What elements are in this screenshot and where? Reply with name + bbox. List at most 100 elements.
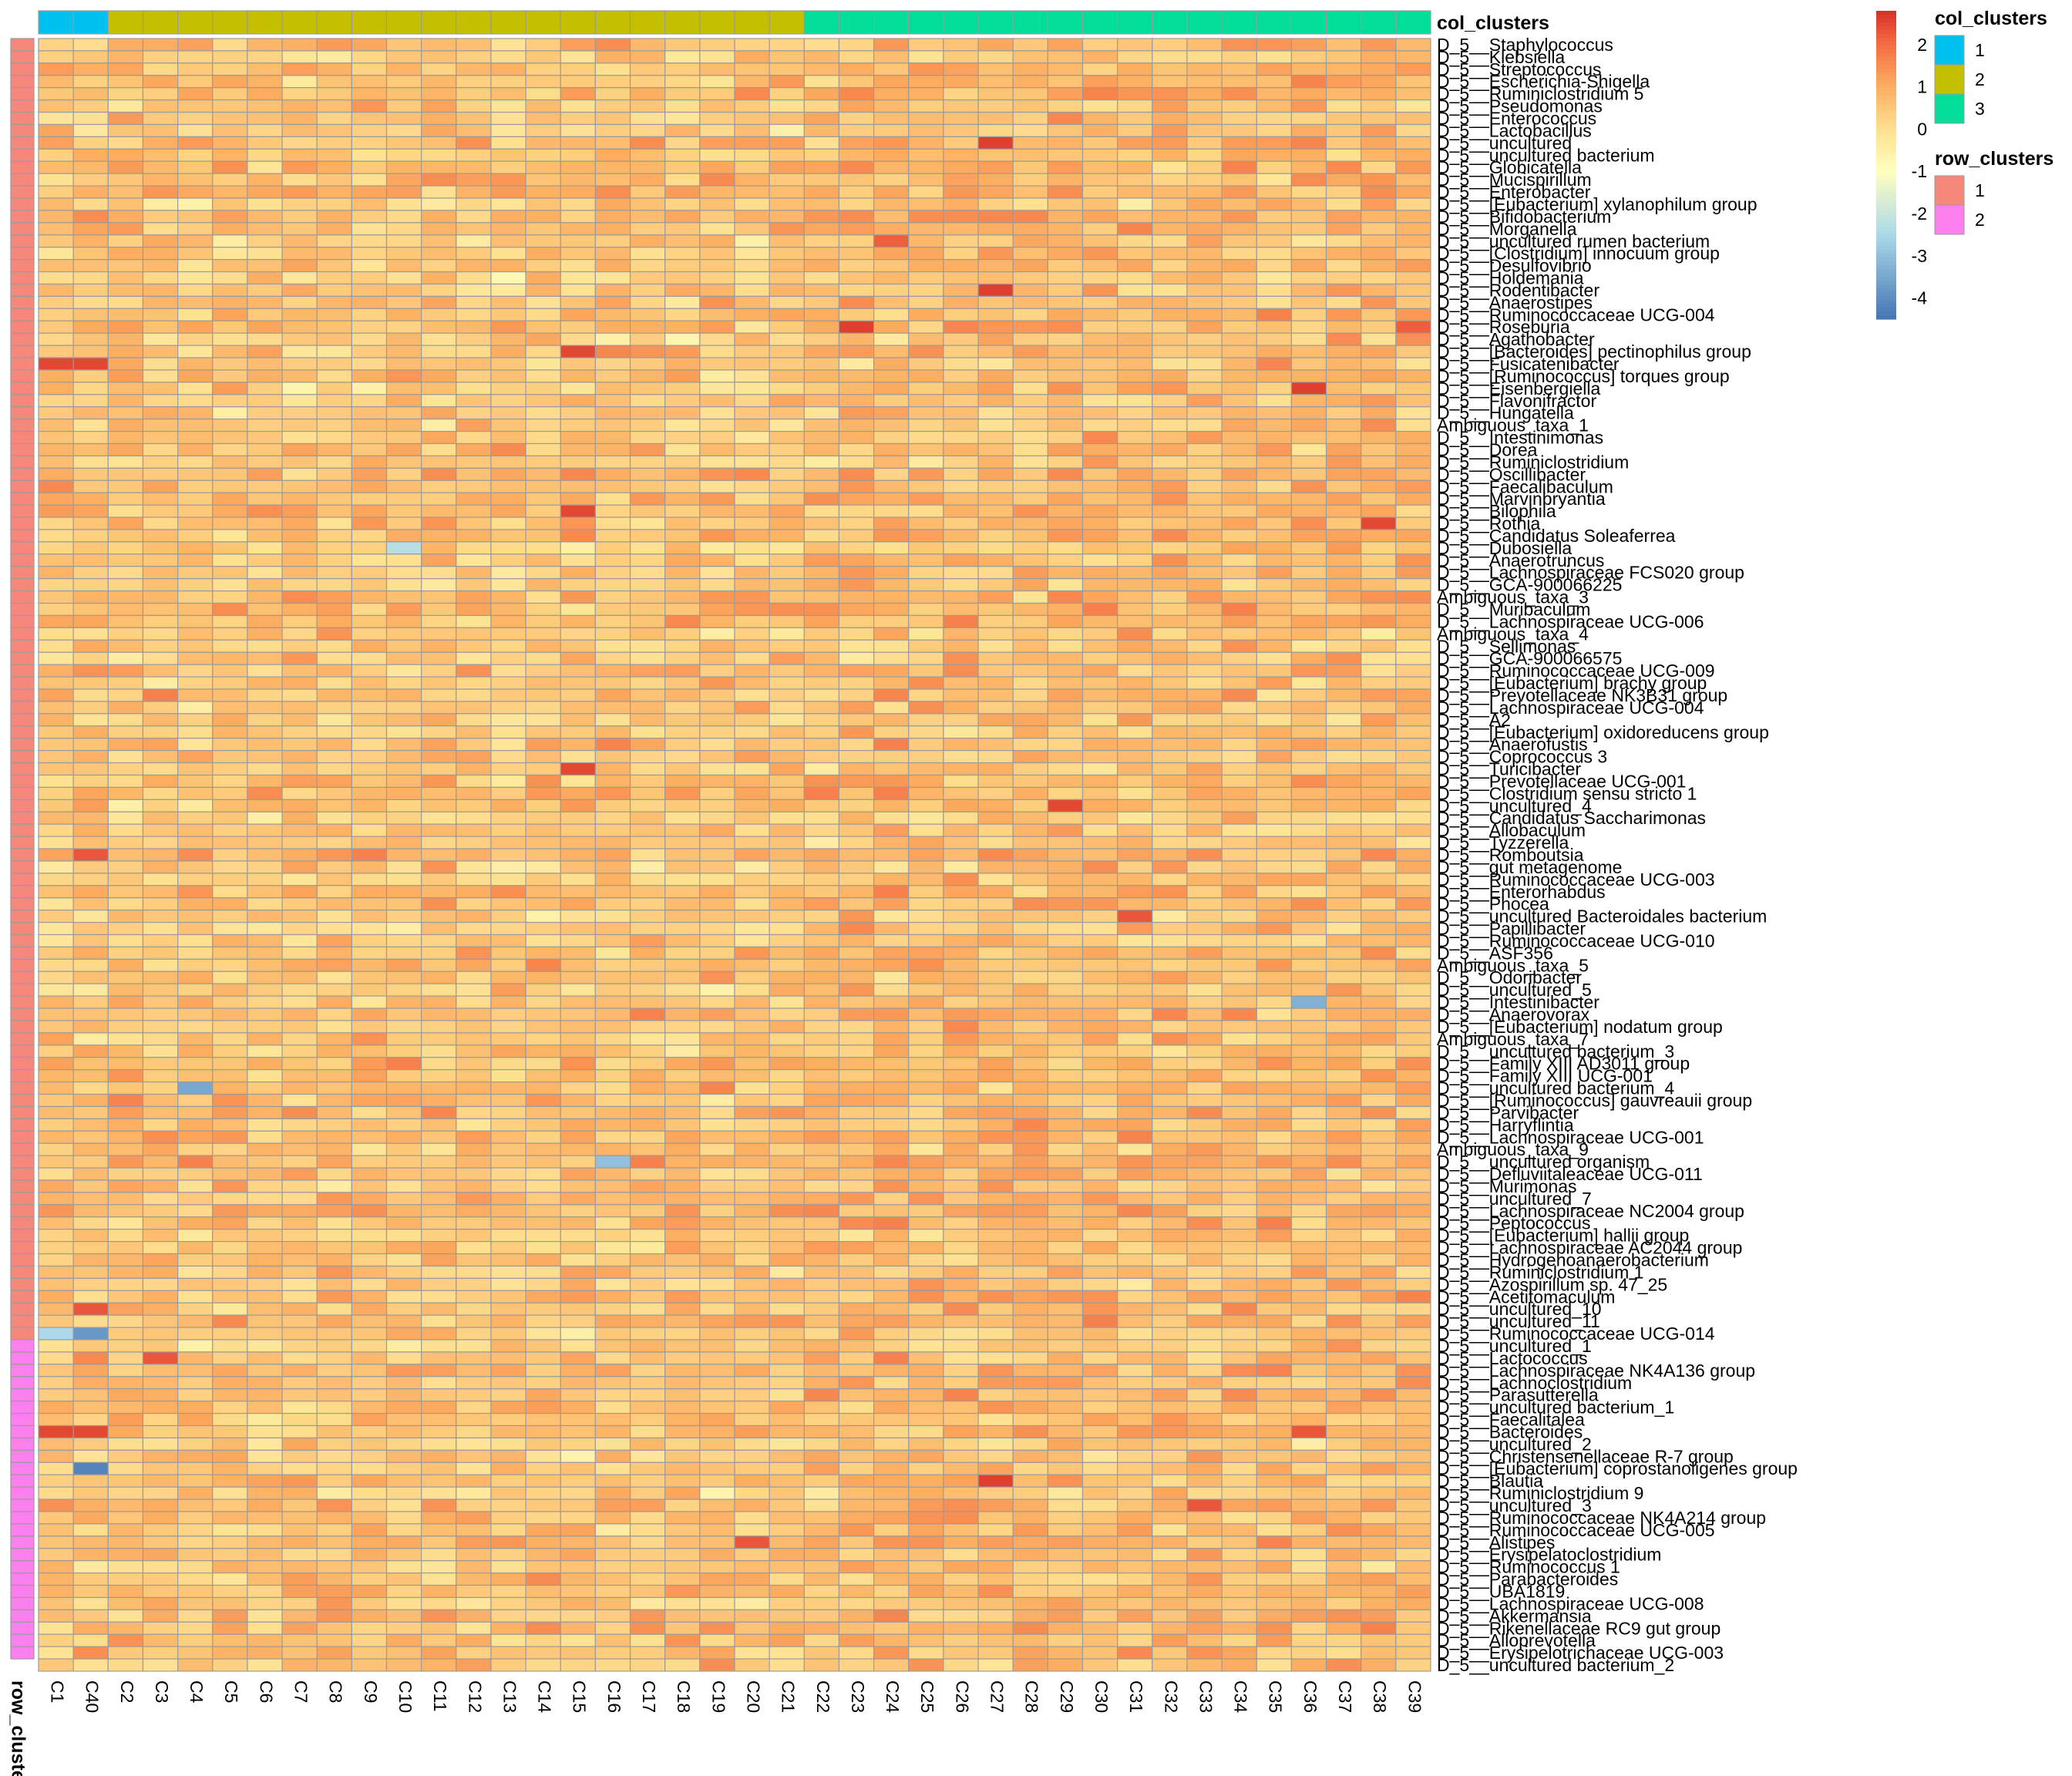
heatmap-cell — [142, 136, 179, 150]
heatmap-cell — [1117, 1290, 1153, 1303]
heatmap-cell — [1361, 1437, 1397, 1451]
heatmap-cell — [629, 848, 666, 862]
heatmap-cell — [1395, 1474, 1431, 1488]
heatmap-cell — [1221, 1253, 1257, 1267]
heatmap-cell — [38, 1449, 74, 1463]
heatmap-cell — [1117, 983, 1153, 997]
heatmap-cell — [1012, 762, 1048, 776]
heatmap-cell — [316, 664, 352, 678]
heatmap-cell — [803, 1486, 840, 1500]
heatmap-cell — [177, 1511, 214, 1525]
heatmap-cell — [1081, 50, 1118, 64]
heatmap-cell — [803, 1130, 840, 1144]
heatmap-cell — [1081, 946, 1118, 960]
heatmap-cell — [873, 1424, 910, 1439]
heatmap-cell — [1117, 234, 1153, 248]
heatmap-cell — [977, 933, 1014, 948]
heatmap-cell — [943, 455, 979, 469]
heatmap-cell — [977, 1179, 1014, 1193]
heatmap-cell — [421, 1179, 457, 1193]
heatmap-cell — [1152, 688, 1188, 702]
heatmap-cell — [38, 259, 74, 273]
heatmap-cell — [560, 382, 597, 395]
heatmap-cell — [594, 479, 631, 493]
heatmap-cell — [1290, 933, 1327, 948]
heatmap-cell — [1047, 222, 1084, 236]
heatmap-cell — [908, 786, 944, 800]
heatmap-cell — [1361, 1424, 1397, 1439]
heatmap-cell — [421, 786, 457, 800]
heatmap-cell — [385, 541, 422, 555]
heatmap-cell — [107, 99, 144, 113]
heatmap-cell — [594, 1437, 631, 1451]
heatmap-cell — [351, 970, 388, 984]
heatmap-cell — [699, 1253, 735, 1267]
heatmap-cell — [977, 234, 1014, 248]
heatmap-cell — [385, 234, 422, 248]
heatmap-cell — [72, 1265, 109, 1280]
heatmap-cell — [490, 627, 526, 641]
heatmap-cell — [803, 897, 840, 911]
heatmap-cell — [72, 1192, 109, 1206]
heatmap-cell — [351, 1339, 388, 1353]
heatmap-cell — [699, 455, 735, 469]
heatmap-cell — [525, 320, 561, 334]
heatmap-cell — [943, 504, 979, 518]
heatmap-cell — [316, 1057, 352, 1071]
heatmap-cell — [525, 1424, 561, 1439]
heatmap-cell — [1361, 995, 1397, 1009]
heatmap-cell — [351, 1474, 388, 1488]
heatmap-cell — [699, 946, 735, 960]
heatmap-cell — [1256, 430, 1293, 445]
heatmap-cell — [1256, 970, 1293, 984]
heatmap-cell — [72, 1093, 109, 1108]
heatmap-cell — [212, 1327, 248, 1340]
heatmap-cell — [943, 442, 979, 457]
heatmap-cell — [316, 541, 352, 555]
heatmap-cell — [1395, 1216, 1431, 1230]
heatmap-cell — [803, 160, 840, 174]
heatmap-cell — [72, 369, 109, 383]
heatmap-cell — [664, 283, 701, 298]
heatmap-cell — [525, 222, 561, 236]
heatmap-cell — [1395, 811, 1431, 825]
heatmap-cell — [1117, 1486, 1153, 1500]
heatmap-cell — [873, 1351, 910, 1365]
heatmap-cell — [142, 1142, 179, 1156]
heatmap-cell — [838, 885, 875, 899]
heatmap-cell — [107, 1081, 144, 1095]
heatmap-cell — [456, 1093, 492, 1108]
heatmap-cell — [560, 504, 597, 518]
heatmap-cell — [72, 308, 109, 321]
heatmap-cell — [1047, 1523, 1084, 1537]
heatmap-cell — [525, 1376, 561, 1390]
heatmap-cell — [943, 1388, 979, 1402]
heatmap-cell — [247, 210, 283, 224]
heatmap-cell — [977, 885, 1014, 899]
heatmap-cell — [1290, 295, 1327, 309]
heatmap-cell — [838, 1020, 875, 1034]
heatmap-cell — [629, 173, 666, 187]
heatmap-cell — [1117, 479, 1153, 493]
heatmap-cell — [525, 946, 561, 960]
heatmap-cell — [316, 1388, 352, 1402]
heatmap-cell — [1081, 38, 1118, 52]
heatmap-cell — [1361, 1265, 1397, 1280]
heatmap-cell — [769, 738, 805, 752]
heatmap-cell — [803, 173, 840, 187]
heatmap-cell — [629, 627, 666, 641]
heatmap-cell — [456, 1118, 492, 1132]
heatmap-cell — [838, 173, 875, 187]
heatmap-cell — [525, 1401, 561, 1414]
heatmap-cell — [1047, 762, 1084, 776]
heatmap-cell — [873, 1302, 910, 1316]
heatmap-cell — [281, 504, 318, 518]
heatmap-cell — [664, 1424, 701, 1439]
heatmap-cell — [803, 308, 840, 321]
heatmap-cell — [490, 590, 526, 604]
heatmap-cell — [385, 320, 422, 334]
heatmap-cell — [1290, 1277, 1327, 1291]
heatmap-cell — [560, 1548, 597, 1562]
heatmap-cell — [1361, 811, 1397, 825]
heatmap-cell — [629, 1536, 666, 1549]
